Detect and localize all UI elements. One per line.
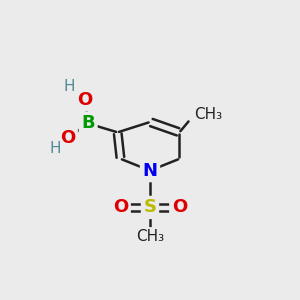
Text: H: H <box>50 141 61 156</box>
Text: S: S <box>143 198 157 216</box>
Text: N: N <box>142 162 158 180</box>
Text: O: O <box>78 91 93 109</box>
Text: CH₃: CH₃ <box>136 230 164 244</box>
Text: O: O <box>60 129 75 147</box>
Text: B: B <box>81 115 95 133</box>
Text: O: O <box>113 198 128 216</box>
Text: H: H <box>63 79 75 94</box>
Text: CH₃: CH₃ <box>194 107 222 122</box>
Text: O: O <box>172 198 187 216</box>
